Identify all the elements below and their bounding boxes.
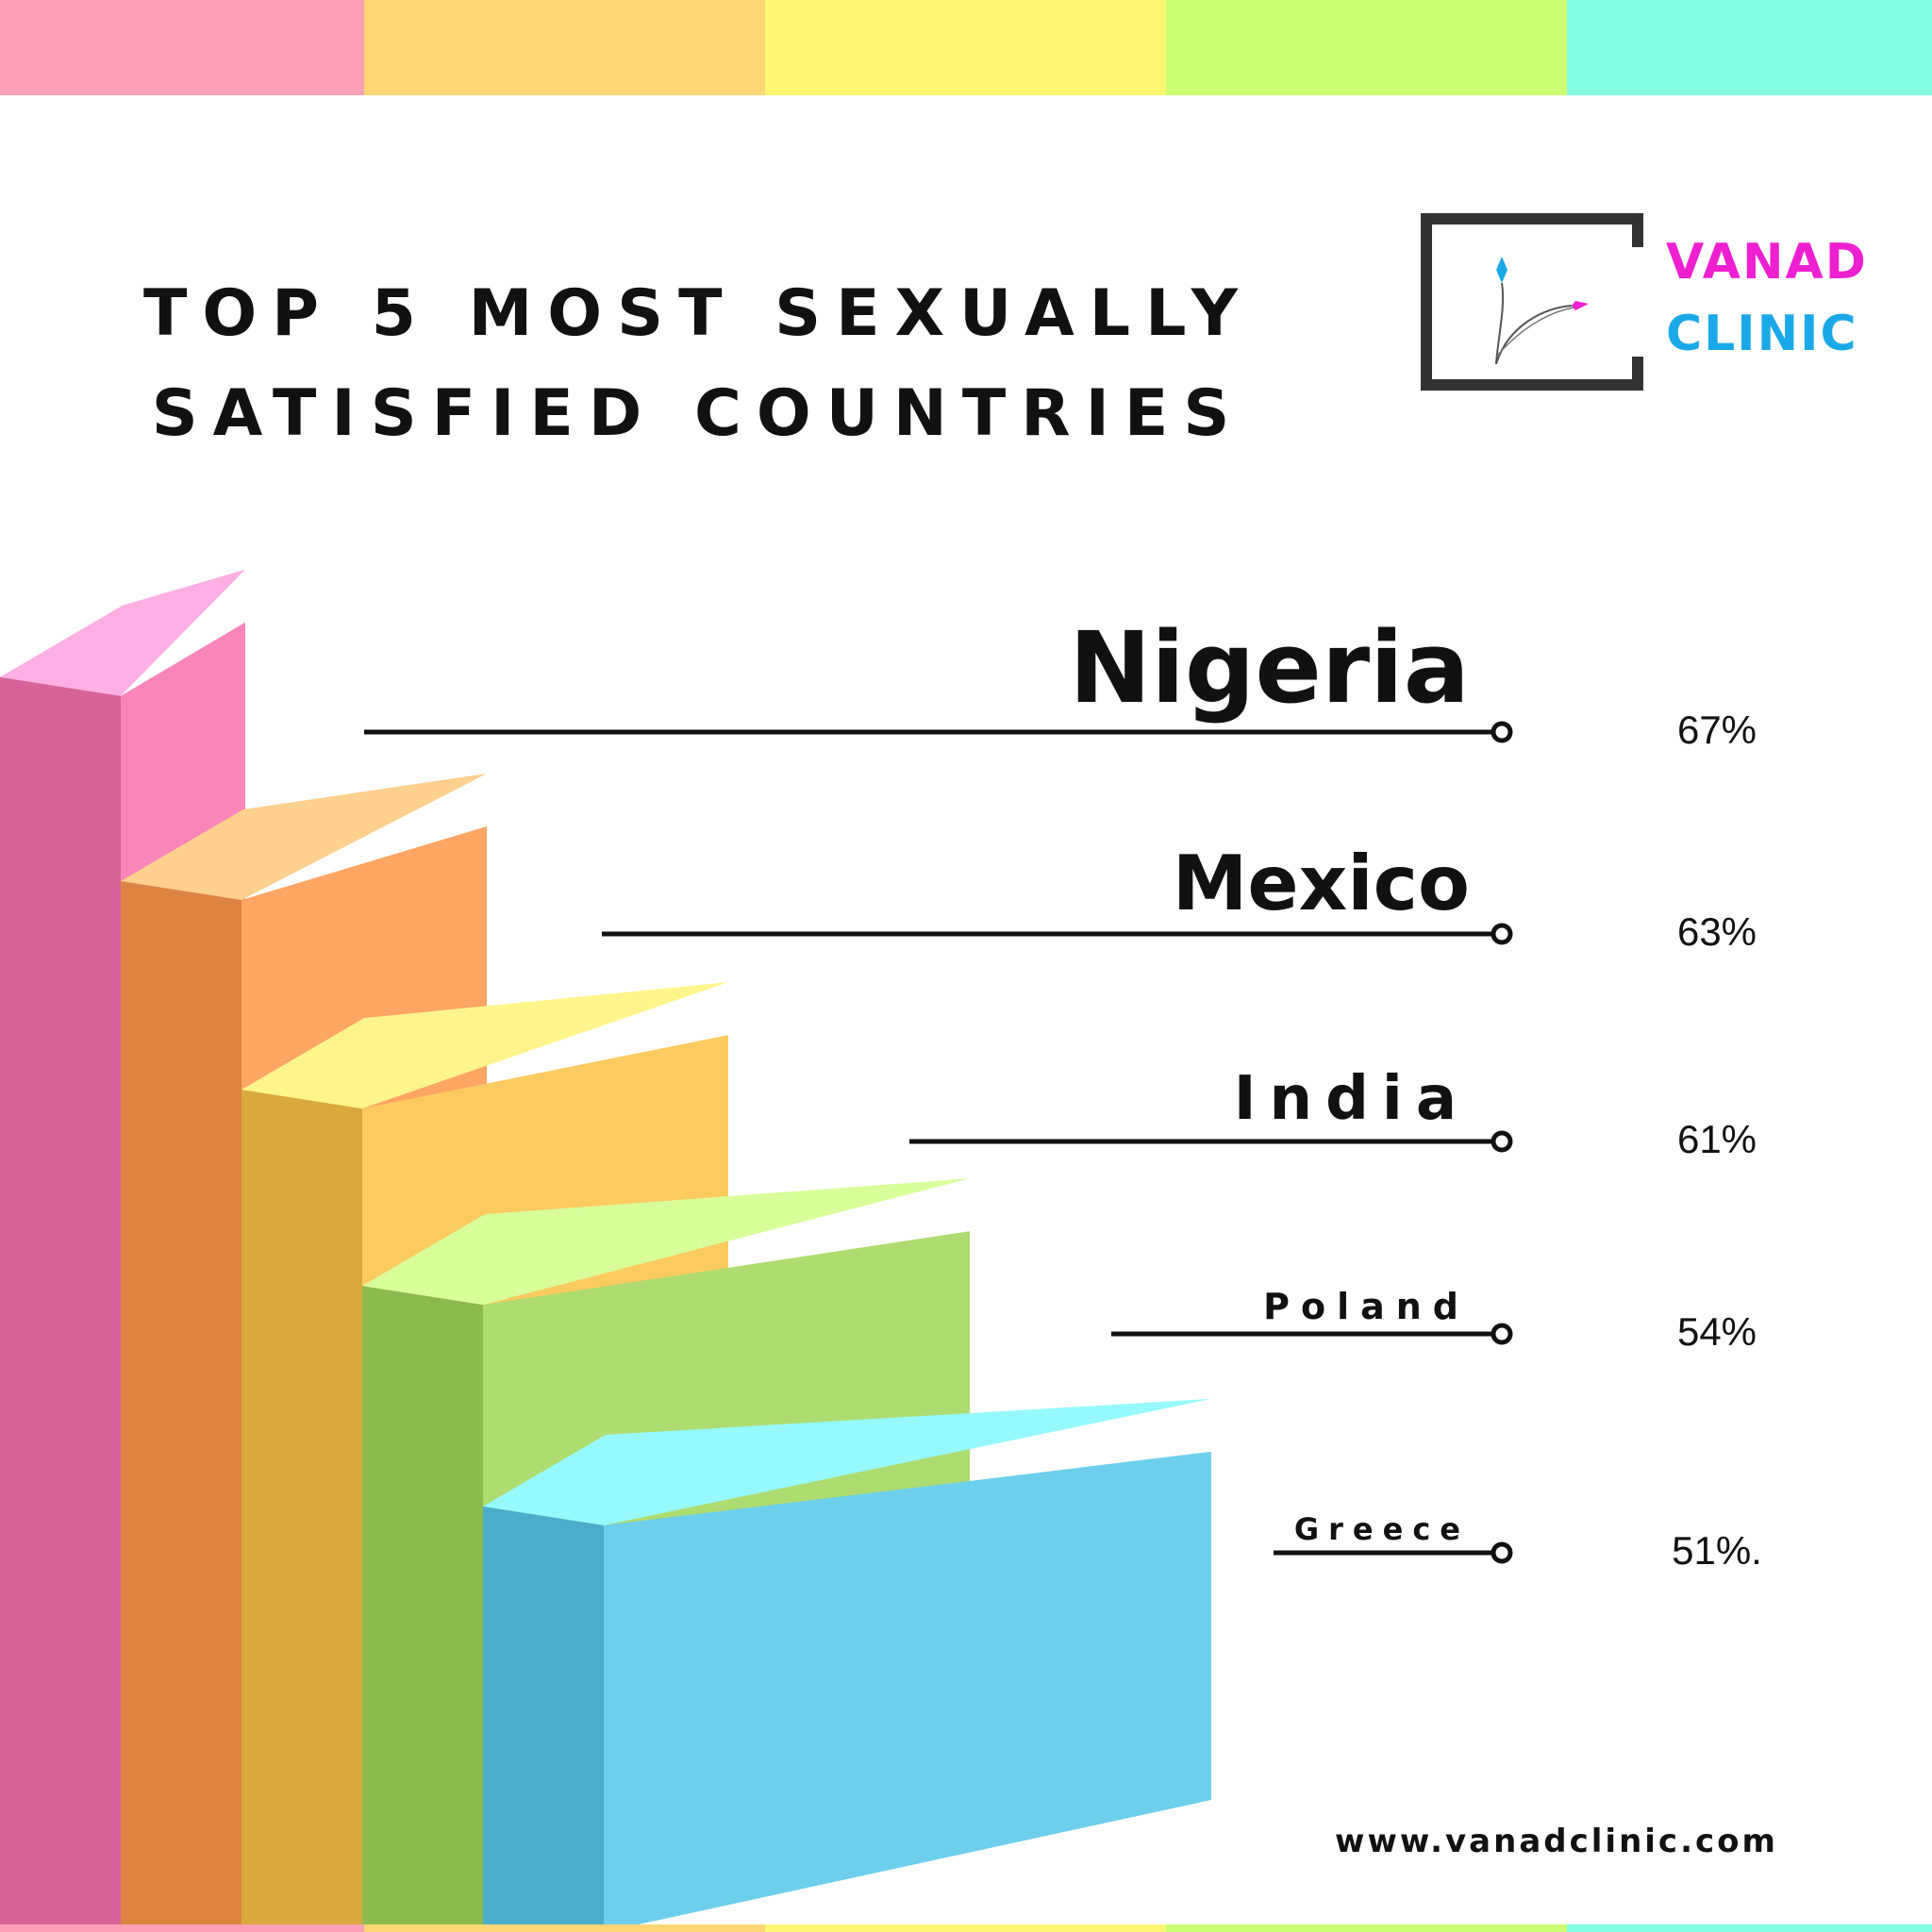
bar-nigeria-front [0, 676, 121, 1932]
logo-word-vanad: VANAD [1666, 234, 1868, 291]
country-label-nigeria: Nigeria [1069, 610, 1470, 726]
leader-dot-greece [1491, 1541, 1513, 1564]
website-url: www.vanadclinic.com [1335, 1823, 1778, 1860]
value-label-greece: 51%. [1672, 1528, 1762, 1573]
top-stripe-segment [0, 0, 364, 95]
vanad-clinic-logo: VANAD CLINIC [1421, 213, 1911, 392]
value-label-india: 61% [1676, 1117, 1757, 1161]
leader-dot-india [1491, 1130, 1513, 1153]
leader-dot-poland [1491, 1323, 1513, 1345]
country-label-india: India [1233, 1064, 1470, 1135]
leader-dot-mexico [1491, 923, 1513, 945]
country-label-greece: Greece [1293, 1511, 1470, 1548]
bar-india-top [242, 982, 728, 1109]
bottom-color-stripe [0, 1924, 1932, 1932]
chart-title: TOP 5 MOST SEXUALLY SATISFIED COUNTRIES [132, 264, 1264, 464]
bar-mexico-front [121, 881, 242, 1932]
title-line-2: SATISFIED COUNTRIES [151, 376, 1245, 451]
bottom-stripe-segment [1166, 1924, 1567, 1932]
bar-nigeria-side [121, 622, 245, 1932]
bar-greece-top [483, 1398, 1211, 1525]
bar-nigeria-top [0, 569, 245, 696]
top-stripe-segment [765, 0, 1166, 95]
top-stripe-segment [1567, 0, 1932, 95]
bar-india-front [242, 1090, 362, 1932]
leader-dot-nigeria [1491, 721, 1513, 743]
bar-greece-side [604, 1451, 1211, 1932]
bar-poland-front [362, 1286, 483, 1932]
title-line-1: TOP 5 MOST SEXUALLY [142, 276, 1254, 351]
logo-frame-icon [1421, 213, 1643, 391]
value-label-poland: 54% [1676, 1309, 1757, 1354]
bottom-stripe-segment [765, 1924, 1166, 1932]
bottom-stripe-segment [1567, 1924, 1932, 1932]
bar-mexico-side [242, 826, 487, 1932]
country-label-poland: Poland [1263, 1286, 1470, 1328]
value-label-mexico: 63% [1676, 909, 1757, 954]
top-stripe-segment [364, 0, 765, 95]
bottom-stripe-segment [0, 1924, 364, 1932]
country-label-mexico: Mexico [1172, 839, 1470, 927]
logo-word-clinic: CLINIC [1666, 306, 1858, 362]
value-label-nigeria: 67% [1676, 708, 1757, 752]
bar-mexico-top [121, 774, 487, 900]
bar-poland-top [362, 1178, 970, 1306]
top-color-stripe [0, 0, 1932, 95]
top-stripe-segment [1166, 0, 1567, 95]
bar-india-side [362, 1035, 728, 1932]
bar-poland-side [483, 1231, 970, 1932]
bar-greece-front [483, 1506, 604, 1932]
bottom-stripe-segment [364, 1924, 765, 1932]
